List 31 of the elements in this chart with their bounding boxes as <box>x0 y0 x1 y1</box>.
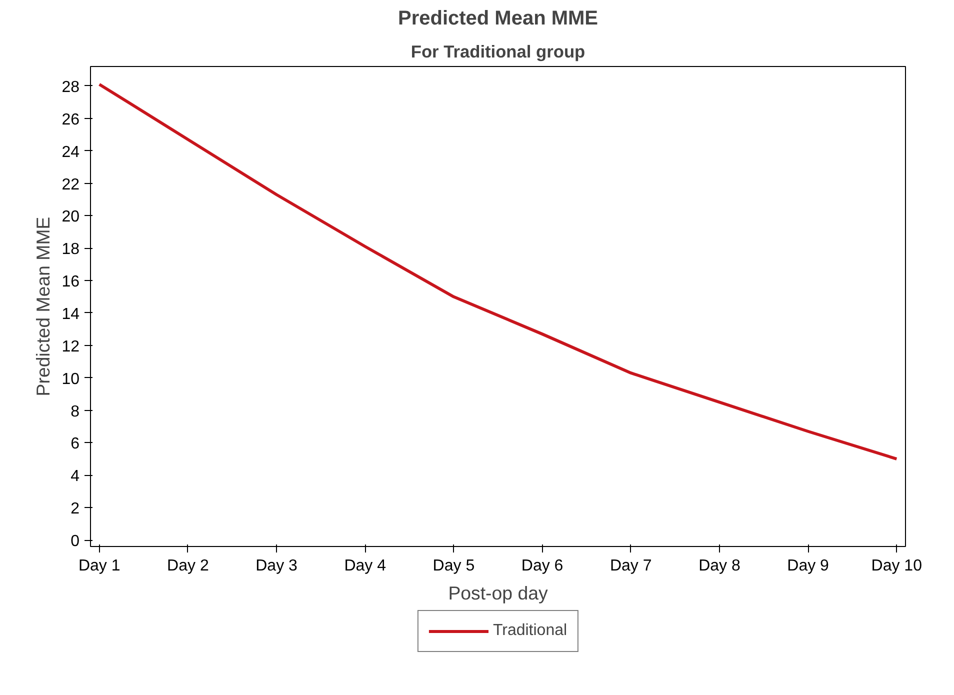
legend-label: Traditional <box>492 622 568 640</box>
y-tick-label: 28 <box>62 78 80 96</box>
y-tick-label: 0 <box>70 533 80 550</box>
y-tick-label: 24 <box>62 144 80 161</box>
y-tick-label: 18 <box>62 241 80 258</box>
x-tick-label: Day 1 <box>78 558 120 574</box>
y-tick-label: 14 <box>62 306 80 323</box>
y-tick-label: 12 <box>62 338 80 356</box>
x-tick-label: Day 9 <box>787 558 830 574</box>
x-tick-label: Day 6 <box>521 558 564 574</box>
y-tick-label: 16 <box>62 274 80 291</box>
x-axis-title: Post-op day <box>448 582 548 604</box>
y-tick-label: 4 <box>70 468 80 486</box>
y-tick-label: 2 <box>70 500 80 518</box>
y-tick-label: 22 <box>62 176 80 194</box>
x-tick-label: Day 2 <box>167 558 209 574</box>
y-tick-label: 10 <box>62 370 80 388</box>
x-tick-label: Day 5 <box>432 558 475 574</box>
y-tick-label: 20 <box>62 208 80 226</box>
x-tick-label: Day 3 <box>256 558 298 574</box>
y-tick-label: 8 <box>70 403 80 420</box>
y-axis-title: Predicted Mean MME <box>32 216 54 396</box>
x-tick-label: Day 10 <box>871 558 922 574</box>
y-tick-label: 6 <box>70 436 80 453</box>
x-tick-label: Day 8 <box>698 558 740 574</box>
chart-title: Predicted Mean MME <box>398 8 598 30</box>
y-tick-label: 26 <box>62 111 80 128</box>
x-tick-label: Day 7 <box>610 558 652 574</box>
line-series <box>98 82 898 460</box>
chart-subtitle: For Traditional group <box>410 42 586 62</box>
x-tick-label: Day 4 <box>344 558 386 574</box>
